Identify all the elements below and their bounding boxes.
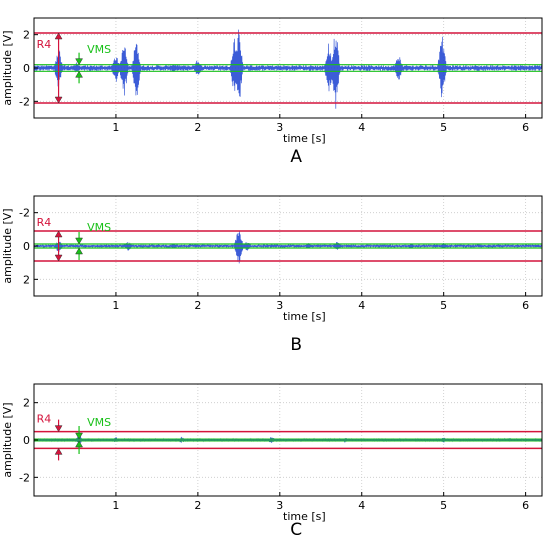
r4-label: R4 <box>37 413 52 426</box>
x-axis-label: time [s] <box>283 132 326 145</box>
signal-trace <box>34 231 542 264</box>
signal-trace <box>34 29 542 109</box>
x-tick-label: 2 <box>194 299 201 312</box>
x-tick-label: 2 <box>194 499 201 512</box>
x-tick-label: 1 <box>112 121 119 134</box>
x-tick-label: 5 <box>440 121 447 134</box>
panel-label: C <box>290 520 302 540</box>
x-tick-label: 6 <box>522 121 529 134</box>
vms-arrow-head <box>75 70 83 78</box>
y-tick-label: 2 <box>23 273 30 286</box>
vms-arrow-head <box>75 247 83 255</box>
panel-label: B <box>290 335 302 355</box>
r4-arrow-head <box>54 447 63 455</box>
y-tick-label: 0 <box>23 434 30 447</box>
vms-label: VMS <box>87 221 111 234</box>
y-tick-label: -2 <box>19 207 30 220</box>
y-axis-label: amplitude [V] <box>1 30 14 105</box>
r4-arrow-head <box>54 32 63 40</box>
signal-clip <box>34 231 542 264</box>
panel-b: R4 VMS 1 2 3 4 5 6 -2 0 2 time [s] amplitude [V] B <box>1 195 543 355</box>
r4-arrow-head <box>54 425 63 433</box>
x-axis-label: time [s] <box>283 310 326 323</box>
y-tick-label: 0 <box>23 62 30 75</box>
y-tick-label: -2 <box>19 95 30 108</box>
y-tick-label: 2 <box>23 29 30 42</box>
x-tick-label: 6 <box>522 299 529 312</box>
r4-label: R4 <box>37 216 52 229</box>
x-tick-label: 1 <box>112 499 119 512</box>
x-axis-label: time [s] <box>283 510 326 523</box>
x-tick-label: 1 <box>112 299 119 312</box>
signal-clip <box>34 435 542 446</box>
vms-arrow-head <box>75 237 83 245</box>
x-tick-label: 5 <box>440 299 447 312</box>
r4-arrow-head <box>54 254 63 262</box>
vms-label: VMS <box>87 43 111 56</box>
y-axis-label: amplitude [V] <box>1 402 14 477</box>
signal-clip <box>34 29 542 109</box>
y-axis-label: amplitude [V] <box>1 208 14 283</box>
r4-arrow-head <box>54 230 63 238</box>
panel-c: R4 VMS 1 2 3 4 5 6 2 0 -2 time [s] amplitude [V] C <box>1 383 543 540</box>
x-tick-label: 4 <box>358 499 365 512</box>
panel-label: A <box>290 147 302 167</box>
x-tick-label: 4 <box>358 299 365 312</box>
signal-trace <box>34 435 542 446</box>
x-tick-label: 6 <box>522 499 529 512</box>
vms-arrow-head <box>75 440 83 448</box>
vms-arrow-head <box>75 58 83 66</box>
x-tick-label: 3 <box>276 299 283 312</box>
y-tick-label: 0 <box>23 240 30 253</box>
y-tick-label: -2 <box>19 471 30 484</box>
vms-arrow-head <box>75 432 83 440</box>
r4-arrow-head <box>54 96 63 104</box>
y-tick-label: 2 <box>23 397 30 410</box>
x-tick-label: 3 <box>276 121 283 134</box>
x-tick-label: 3 <box>276 499 283 512</box>
x-tick-label: 4 <box>358 121 365 134</box>
panel-a: R4 VMS 1 2 3 4 5 6 2 0 -2 time [s] amplitude [V] A <box>1 17 543 167</box>
x-tick-label: 5 <box>440 499 447 512</box>
r4-label: R4 <box>37 38 52 51</box>
x-tick-label: 2 <box>194 121 201 134</box>
vms-label: VMS <box>87 416 111 429</box>
